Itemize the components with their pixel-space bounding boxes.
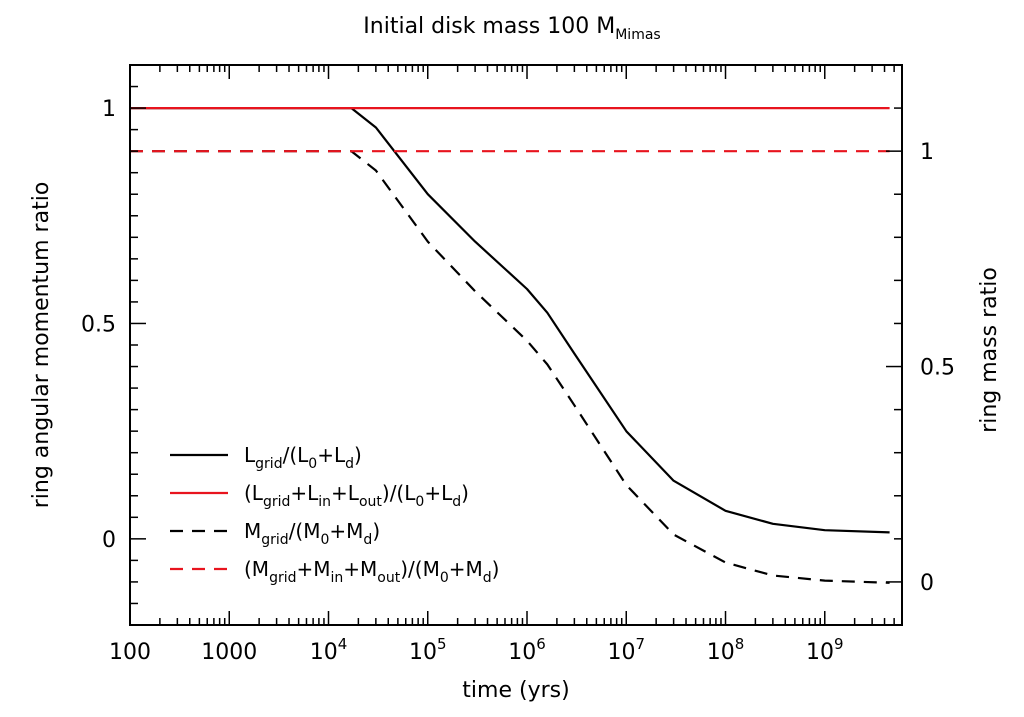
legend-entry-4: (Mgrid+Min+Mout)/(M0+Md) <box>244 557 499 586</box>
y-left-tick-label: 0 <box>102 528 116 553</box>
x-tick-label: 106 <box>508 635 546 665</box>
y-right-tick-label: 0 <box>920 571 934 596</box>
legend-entry-1: Lgrid/(L0+Ld) <box>244 443 362 472</box>
legend-entry-3: Mgrid/(M0+Md) <box>244 519 380 548</box>
x-tick-label: 100 <box>109 640 151 665</box>
y-right-tick-label: 1 <box>920 140 934 165</box>
x-axis-label: time (yrs) <box>462 678 569 703</box>
series-line-1 <box>130 106 890 534</box>
plot-layer <box>130 106 890 584</box>
y-axis-label-left: ring angular momentum ratio <box>29 182 54 509</box>
legend-entry-2: (Lgrid+Lin+Lout)/(L0+Ld) <box>244 481 469 510</box>
ticks-layer: 100 1000 104 105 106 107 108 109 0 0.5 1 0 0.5 1 <box>81 64 955 665</box>
x-tick-label: 104 <box>310 635 348 665</box>
x-tick-label: 105 <box>409 635 447 665</box>
y-left-tick-label: 0.5 <box>81 312 116 337</box>
y-axis-label-right: ring mass ratio <box>977 267 1002 433</box>
x-tick-label: 109 <box>806 635 844 665</box>
x-tick-label: 107 <box>607 635 645 665</box>
x-tick-label: 1000 <box>201 640 257 665</box>
legend: Lgrid/(L0+Ld) (Lgrid+Lin+Lout)/(L0+Ld) Mgr… <box>170 443 499 586</box>
series-line-3 <box>130 150 890 584</box>
x-tick-label: 108 <box>707 635 745 665</box>
chart-title: Initial disk mass 100 MMimas <box>363 14 660 43</box>
y-right-tick-label: 0.5 <box>920 356 955 381</box>
y-left-tick-label: 1 <box>102 97 116 122</box>
